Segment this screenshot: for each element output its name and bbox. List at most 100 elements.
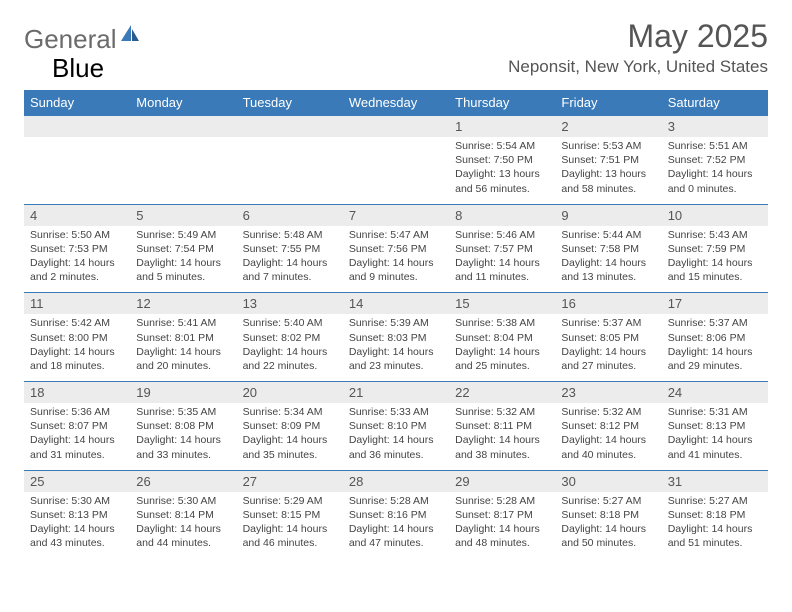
day-cell: Sunrise: 5:37 AMSunset: 8:06 PMDaylight:… xyxy=(662,314,768,381)
sunrise-text: Sunrise: 5:28 AM xyxy=(349,494,443,508)
day-cell: Sunrise: 5:34 AMSunset: 8:09 PMDaylight:… xyxy=(237,403,343,470)
day-number: 20 xyxy=(237,382,343,404)
day-number: 3 xyxy=(662,116,768,138)
day1-text: Daylight: 14 hours xyxy=(668,167,762,181)
detail-row: Sunrise: 5:54 AMSunset: 7:50 PMDaylight:… xyxy=(24,137,768,204)
sunset-text: Sunset: 7:52 PM xyxy=(668,153,762,167)
day-cell: Sunrise: 5:44 AMSunset: 7:58 PMDaylight:… xyxy=(555,226,661,293)
day1-text: Daylight: 14 hours xyxy=(349,345,443,359)
day2-text: and 44 minutes. xyxy=(136,536,230,550)
day-cell: Sunrise: 5:42 AMSunset: 8:00 PMDaylight:… xyxy=(24,314,130,381)
day2-text: and 46 minutes. xyxy=(243,536,337,550)
sunset-text: Sunset: 8:06 PM xyxy=(668,331,762,345)
day-cell: Sunrise: 5:40 AMSunset: 8:02 PMDaylight:… xyxy=(237,314,343,381)
sunrise-text: Sunrise: 5:48 AM xyxy=(243,228,337,242)
sunrise-text: Sunrise: 5:54 AM xyxy=(455,139,549,153)
day-cell: Sunrise: 5:33 AMSunset: 8:10 PMDaylight:… xyxy=(343,403,449,470)
day1-text: Daylight: 14 hours xyxy=(30,256,124,270)
day-number: 26 xyxy=(130,470,236,492)
title-block: May 2025 Neponsit, New York, United Stat… xyxy=(508,18,768,77)
day-cell xyxy=(343,137,449,204)
day-cell: Sunrise: 5:50 AMSunset: 7:53 PMDaylight:… xyxy=(24,226,130,293)
sunrise-text: Sunrise: 5:44 AM xyxy=(561,228,655,242)
sunset-text: Sunset: 8:01 PM xyxy=(136,331,230,345)
weekday-row: Sunday Monday Tuesday Wednesday Thursday… xyxy=(24,90,768,116)
sunset-text: Sunset: 7:55 PM xyxy=(243,242,337,256)
day1-text: Daylight: 14 hours xyxy=(30,433,124,447)
day2-text: and 38 minutes. xyxy=(455,448,549,462)
day-number: 21 xyxy=(343,382,449,404)
daynum-row: 25262728293031 xyxy=(24,470,768,492)
day-number: 2 xyxy=(555,116,661,138)
sunset-text: Sunset: 8:12 PM xyxy=(561,419,655,433)
day2-text: and 9 minutes. xyxy=(349,270,443,284)
sunset-text: Sunset: 8:15 PM xyxy=(243,508,337,522)
weekday-header: Saturday xyxy=(662,90,768,116)
day2-text: and 58 minutes. xyxy=(561,182,655,196)
day-cell: Sunrise: 5:47 AMSunset: 7:56 PMDaylight:… xyxy=(343,226,449,293)
day-cell xyxy=(24,137,130,204)
day1-text: Daylight: 14 hours xyxy=(455,433,549,447)
day1-text: Daylight: 14 hours xyxy=(455,345,549,359)
sunset-text: Sunset: 8:05 PM xyxy=(561,331,655,345)
day1-text: Daylight: 14 hours xyxy=(668,522,762,536)
day1-text: Daylight: 13 hours xyxy=(455,167,549,181)
day2-text: and 0 minutes. xyxy=(668,182,762,196)
day2-text: and 35 minutes. xyxy=(243,448,337,462)
weekday-header: Monday xyxy=(130,90,236,116)
sunset-text: Sunset: 7:53 PM xyxy=(30,242,124,256)
sunset-text: Sunset: 8:13 PM xyxy=(30,508,124,522)
day-cell: Sunrise: 5:27 AMSunset: 8:18 PMDaylight:… xyxy=(555,492,661,559)
day1-text: Daylight: 14 hours xyxy=(455,256,549,270)
day2-text: and 15 minutes. xyxy=(668,270,762,284)
day-cell: Sunrise: 5:54 AMSunset: 7:50 PMDaylight:… xyxy=(449,137,555,204)
weekday-header: Tuesday xyxy=(237,90,343,116)
sunset-text: Sunset: 7:51 PM xyxy=(561,153,655,167)
calendar-table: Sunday Monday Tuesday Wednesday Thursday… xyxy=(24,90,768,558)
day2-text: and 31 minutes. xyxy=(30,448,124,462)
day-number: 31 xyxy=(662,470,768,492)
sunset-text: Sunset: 8:02 PM xyxy=(243,331,337,345)
weekday-header: Wednesday xyxy=(343,90,449,116)
brand-part2: Blue xyxy=(52,53,104,83)
day-cell: Sunrise: 5:32 AMSunset: 8:12 PMDaylight:… xyxy=(555,403,661,470)
day1-text: Daylight: 14 hours xyxy=(136,256,230,270)
sunrise-text: Sunrise: 5:34 AM xyxy=(243,405,337,419)
sunrise-text: Sunrise: 5:41 AM xyxy=(136,316,230,330)
sunrise-text: Sunrise: 5:43 AM xyxy=(668,228,762,242)
day-cell: Sunrise: 5:37 AMSunset: 8:05 PMDaylight:… xyxy=(555,314,661,381)
sunset-text: Sunset: 7:59 PM xyxy=(668,242,762,256)
day-number: 18 xyxy=(24,382,130,404)
weekday-header: Sunday xyxy=(24,90,130,116)
day-number: 6 xyxy=(237,204,343,226)
day-number: 25 xyxy=(24,470,130,492)
day-number: 24 xyxy=(662,382,768,404)
day-number: 15 xyxy=(449,293,555,315)
sunrise-text: Sunrise: 5:30 AM xyxy=(30,494,124,508)
day-cell xyxy=(237,137,343,204)
sunrise-text: Sunrise: 5:39 AM xyxy=(349,316,443,330)
sunset-text: Sunset: 8:00 PM xyxy=(30,331,124,345)
day-number: 9 xyxy=(555,204,661,226)
day-number: 11 xyxy=(24,293,130,315)
day-cell: Sunrise: 5:29 AMSunset: 8:15 PMDaylight:… xyxy=(237,492,343,559)
day-number: 17 xyxy=(662,293,768,315)
day1-text: Daylight: 14 hours xyxy=(455,522,549,536)
detail-row: Sunrise: 5:42 AMSunset: 8:00 PMDaylight:… xyxy=(24,314,768,381)
day-number: 5 xyxy=(130,204,236,226)
sunrise-text: Sunrise: 5:40 AM xyxy=(243,316,337,330)
sunrise-text: Sunrise: 5:36 AM xyxy=(30,405,124,419)
sail-icon xyxy=(119,23,141,43)
sunrise-text: Sunrise: 5:50 AM xyxy=(30,228,124,242)
day-number xyxy=(343,116,449,138)
day-cell: Sunrise: 5:49 AMSunset: 7:54 PMDaylight:… xyxy=(130,226,236,293)
day-cell: Sunrise: 5:27 AMSunset: 8:18 PMDaylight:… xyxy=(662,492,768,559)
day2-text: and 43 minutes. xyxy=(30,536,124,550)
day2-text: and 7 minutes. xyxy=(243,270,337,284)
day1-text: Daylight: 14 hours xyxy=(136,522,230,536)
sunrise-text: Sunrise: 5:32 AM xyxy=(455,405,549,419)
day2-text: and 18 minutes. xyxy=(30,359,124,373)
day1-text: Daylight: 14 hours xyxy=(349,256,443,270)
day2-text: and 22 minutes. xyxy=(243,359,337,373)
day2-text: and 40 minutes. xyxy=(561,448,655,462)
